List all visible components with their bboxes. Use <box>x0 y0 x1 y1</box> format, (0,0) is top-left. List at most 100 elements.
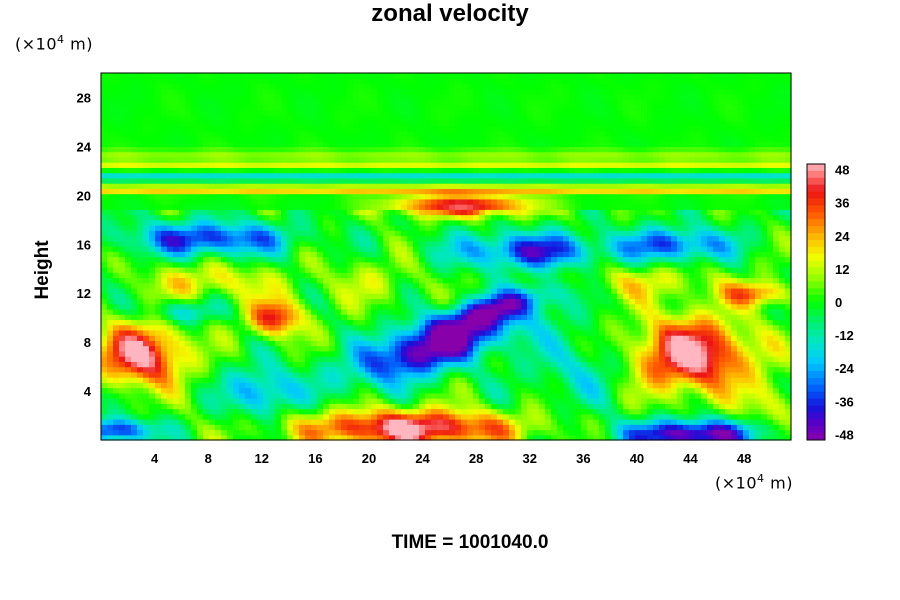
heatmap-cell <box>473 413 480 420</box>
heatmap-cell <box>737 403 744 410</box>
heatmap-cell <box>767 361 774 368</box>
heatmap-cell <box>467 408 474 415</box>
heatmap-cell <box>545 329 552 336</box>
heatmap-cell <box>677 335 684 341</box>
heatmap-cell <box>707 293 714 300</box>
heatmap-cell <box>551 219 558 226</box>
heatmap-cell <box>521 314 528 321</box>
heatmap-cell <box>701 287 708 294</box>
heatmap-cell <box>689 387 696 394</box>
heatmap-cell <box>425 230 432 237</box>
heatmap-cell <box>371 303 378 310</box>
heatmap-cell <box>683 293 690 300</box>
heatmap-cell <box>641 319 648 326</box>
heatmap-cell <box>455 356 462 362</box>
heatmap-cell <box>461 230 468 237</box>
heatmap-cell <box>647 377 654 383</box>
heatmap-cell <box>281 235 288 242</box>
heatmap-cell <box>227 329 234 336</box>
heatmap-cell <box>413 424 420 431</box>
heatmap-cell <box>677 398 684 404</box>
heatmap-cell <box>395 272 402 279</box>
heatmap-cell <box>767 235 774 242</box>
heatmap-cell <box>101 413 108 420</box>
heatmap-cell <box>689 266 696 273</box>
heatmap-cell <box>755 329 762 336</box>
heatmap-cell <box>365 230 372 237</box>
heatmap-cell <box>275 382 282 389</box>
heatmap-cell <box>395 382 402 389</box>
heatmap-cell <box>257 329 264 336</box>
heatmap-cell <box>623 256 630 263</box>
heatmap-cell <box>143 266 150 273</box>
heatmap-cell <box>275 329 282 336</box>
heatmap-cell <box>485 246 492 252</box>
heatmap-cell <box>335 361 342 368</box>
heatmap-cell <box>467 356 474 362</box>
heatmap-cell <box>317 371 324 378</box>
heatmap-cell <box>467 387 474 394</box>
heatmap-cell <box>437 261 444 268</box>
heatmap-cell <box>491 256 498 263</box>
heatmap-cell <box>119 366 126 373</box>
heatmap-cell <box>227 209 234 216</box>
heatmap-cell <box>125 256 132 263</box>
heatmap-cell <box>767 324 774 331</box>
heatmap-cell <box>131 246 138 252</box>
heatmap-cell <box>767 350 774 357</box>
heatmap-cell <box>239 287 246 294</box>
heatmap-cell <box>773 266 780 273</box>
heatmap-cell <box>227 287 234 294</box>
heatmap-cell <box>263 403 270 410</box>
heatmap-cell <box>515 398 522 404</box>
heatmap-cell <box>707 382 714 389</box>
heatmap-cell <box>185 408 192 415</box>
heatmap-cell <box>149 256 156 263</box>
heatmap-cell <box>347 246 354 252</box>
heatmap-cell <box>581 240 588 247</box>
heatmap-cell <box>227 398 234 404</box>
heatmap-cell <box>419 214 426 221</box>
heatmap-cell <box>623 298 630 305</box>
heatmap-cell <box>641 324 648 331</box>
heatmap-cell <box>113 429 120 436</box>
heatmap-cell <box>305 240 312 247</box>
heatmap-cell <box>407 419 414 425</box>
heatmap-cell <box>191 209 198 216</box>
heatmap-cell <box>245 382 252 389</box>
heatmap-cell <box>323 272 330 279</box>
heatmap-cell <box>113 361 120 368</box>
heatmap-cell <box>539 272 546 279</box>
heatmap-cell <box>263 246 270 252</box>
heatmap-cell <box>545 277 552 284</box>
heatmap-cell <box>395 329 402 336</box>
heatmap-cell <box>347 303 354 310</box>
heatmap-cell <box>365 319 372 326</box>
heatmap-cell <box>119 230 126 237</box>
heatmap-cell <box>731 356 738 362</box>
heatmap-cell <box>155 382 162 389</box>
heatmap-cell <box>767 230 774 237</box>
heatmap-cell <box>707 314 714 321</box>
heatmap-cell <box>659 345 666 352</box>
heatmap-cell <box>455 246 462 252</box>
heatmap-cell <box>767 419 774 425</box>
heatmap-cell <box>395 214 402 221</box>
heatmap-cell <box>503 219 510 226</box>
heatmap-cell <box>173 350 180 357</box>
heatmap-cell <box>575 419 582 425</box>
heatmap-cell <box>755 398 762 404</box>
heatmap-cell <box>641 398 648 404</box>
heatmap-cell <box>221 382 228 389</box>
heatmap-cell <box>239 256 246 263</box>
heatmap-cell <box>359 329 366 336</box>
heatmap-cell <box>605 225 612 231</box>
heatmap-cell <box>587 371 594 378</box>
heatmap-cell <box>671 335 678 341</box>
heatmap-cell <box>569 214 576 221</box>
heatmap-cell <box>635 345 642 352</box>
heatmap-cell <box>287 429 294 436</box>
heatmap-cell <box>389 272 396 279</box>
heatmap-cell <box>257 434 264 441</box>
heatmap-cell <box>311 377 318 383</box>
